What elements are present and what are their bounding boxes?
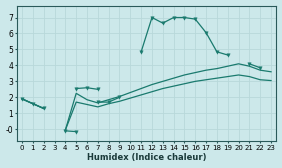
X-axis label: Humidex (Indice chaleur): Humidex (Indice chaleur) bbox=[87, 153, 206, 162]
